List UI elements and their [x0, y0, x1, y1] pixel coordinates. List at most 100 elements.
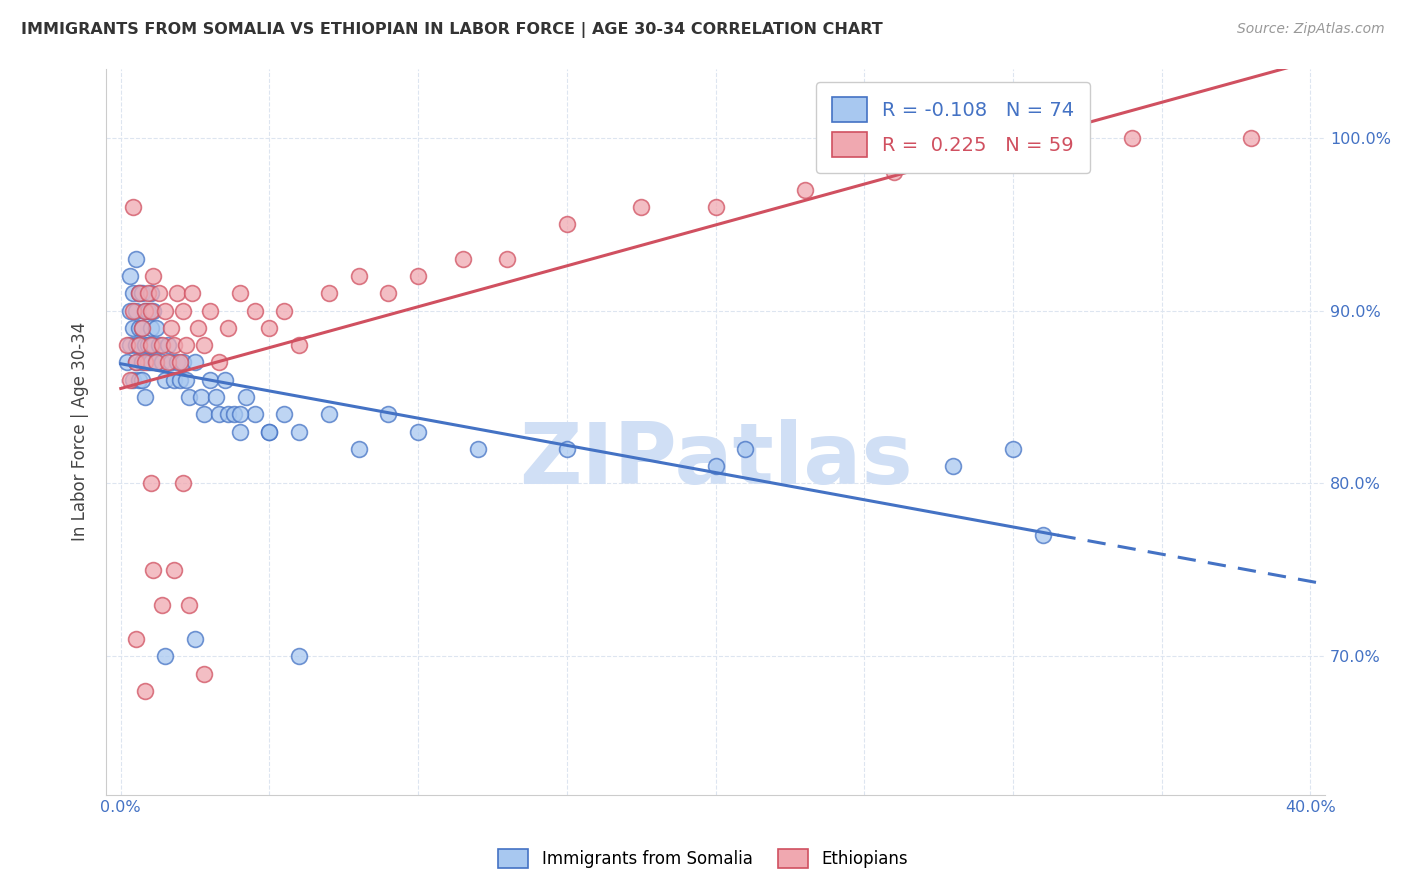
Point	[172, 303, 194, 318]
Point	[121, 286, 143, 301]
Point	[124, 355, 146, 369]
Point	[229, 407, 252, 421]
Point	[172, 476, 194, 491]
Point	[157, 338, 180, 352]
Point	[318, 286, 340, 301]
Point	[172, 355, 194, 369]
Point	[214, 373, 236, 387]
Point	[229, 425, 252, 439]
Point	[288, 338, 311, 352]
Point	[193, 666, 215, 681]
Point	[118, 373, 141, 387]
Point	[155, 373, 177, 387]
Point	[160, 321, 183, 335]
Point	[734, 442, 756, 456]
Point	[148, 338, 170, 352]
Point	[347, 268, 370, 283]
Point	[152, 338, 174, 352]
Point	[467, 442, 489, 456]
Point	[169, 355, 191, 369]
Point	[184, 632, 207, 646]
Point	[136, 286, 159, 301]
Point	[145, 355, 167, 369]
Point	[704, 200, 727, 214]
Point	[208, 407, 231, 421]
Point	[793, 182, 815, 196]
Point	[704, 459, 727, 474]
Point	[118, 303, 141, 318]
Text: IMMIGRANTS FROM SOMALIA VS ETHIOPIAN IN LABOR FORCE | AGE 30-34 CORRELATION CHAR: IMMIGRANTS FROM SOMALIA VS ETHIOPIAN IN …	[21, 22, 883, 38]
Point	[259, 425, 281, 439]
Point	[124, 303, 146, 318]
Point	[243, 407, 266, 421]
Point	[630, 200, 652, 214]
Point	[160, 355, 183, 369]
Point	[128, 321, 150, 335]
Point	[166, 286, 188, 301]
Point	[347, 442, 370, 456]
Point	[155, 303, 177, 318]
Text: ZIPatlas: ZIPatlas	[519, 419, 912, 502]
Point	[163, 338, 186, 352]
Point	[169, 373, 191, 387]
Point	[142, 268, 165, 283]
Point	[555, 217, 578, 231]
Point	[134, 338, 156, 352]
Point	[229, 286, 252, 301]
Point	[152, 355, 174, 369]
Point	[259, 425, 281, 439]
Point	[883, 165, 905, 179]
Point	[115, 355, 138, 369]
Point	[139, 355, 162, 369]
Point	[118, 268, 141, 283]
Point	[222, 407, 245, 421]
Point	[121, 321, 143, 335]
Point	[288, 425, 311, 439]
Point	[179, 598, 201, 612]
Point	[139, 476, 162, 491]
Point	[131, 373, 153, 387]
Text: Source: ZipAtlas.com: Source: ZipAtlas.com	[1237, 22, 1385, 37]
Point	[198, 303, 221, 318]
Point	[1121, 130, 1143, 145]
Point	[142, 563, 165, 577]
Point	[121, 200, 143, 214]
Point	[148, 286, 170, 301]
Point	[134, 303, 156, 318]
Point	[124, 338, 146, 352]
Point	[134, 303, 156, 318]
Point	[1240, 130, 1263, 145]
Point	[1001, 148, 1024, 162]
Point	[128, 286, 150, 301]
Point	[193, 338, 215, 352]
Point	[179, 390, 201, 404]
Point	[942, 459, 965, 474]
Point	[157, 355, 180, 369]
Point	[377, 286, 399, 301]
Point	[118, 338, 141, 352]
Point	[217, 407, 239, 421]
Point	[131, 355, 153, 369]
Point	[145, 321, 167, 335]
Point	[184, 355, 207, 369]
Point	[208, 355, 231, 369]
Point	[134, 355, 156, 369]
Point	[174, 373, 197, 387]
Point	[139, 338, 162, 352]
Point	[136, 338, 159, 352]
Point	[406, 425, 429, 439]
Point	[136, 355, 159, 369]
Point	[115, 338, 138, 352]
Point	[121, 303, 143, 318]
Point	[131, 286, 153, 301]
Point	[273, 303, 295, 318]
Y-axis label: In Labor Force | Age 30-34: In Labor Force | Age 30-34	[72, 322, 89, 541]
Point	[198, 373, 221, 387]
Point	[235, 390, 257, 404]
Point	[259, 321, 281, 335]
Legend: R = -0.108   N = 74, R =  0.225   N = 59: R = -0.108 N = 74, R = 0.225 N = 59	[815, 82, 1090, 173]
Point	[217, 321, 239, 335]
Point	[142, 338, 165, 352]
Point	[187, 321, 209, 335]
Point	[128, 373, 150, 387]
